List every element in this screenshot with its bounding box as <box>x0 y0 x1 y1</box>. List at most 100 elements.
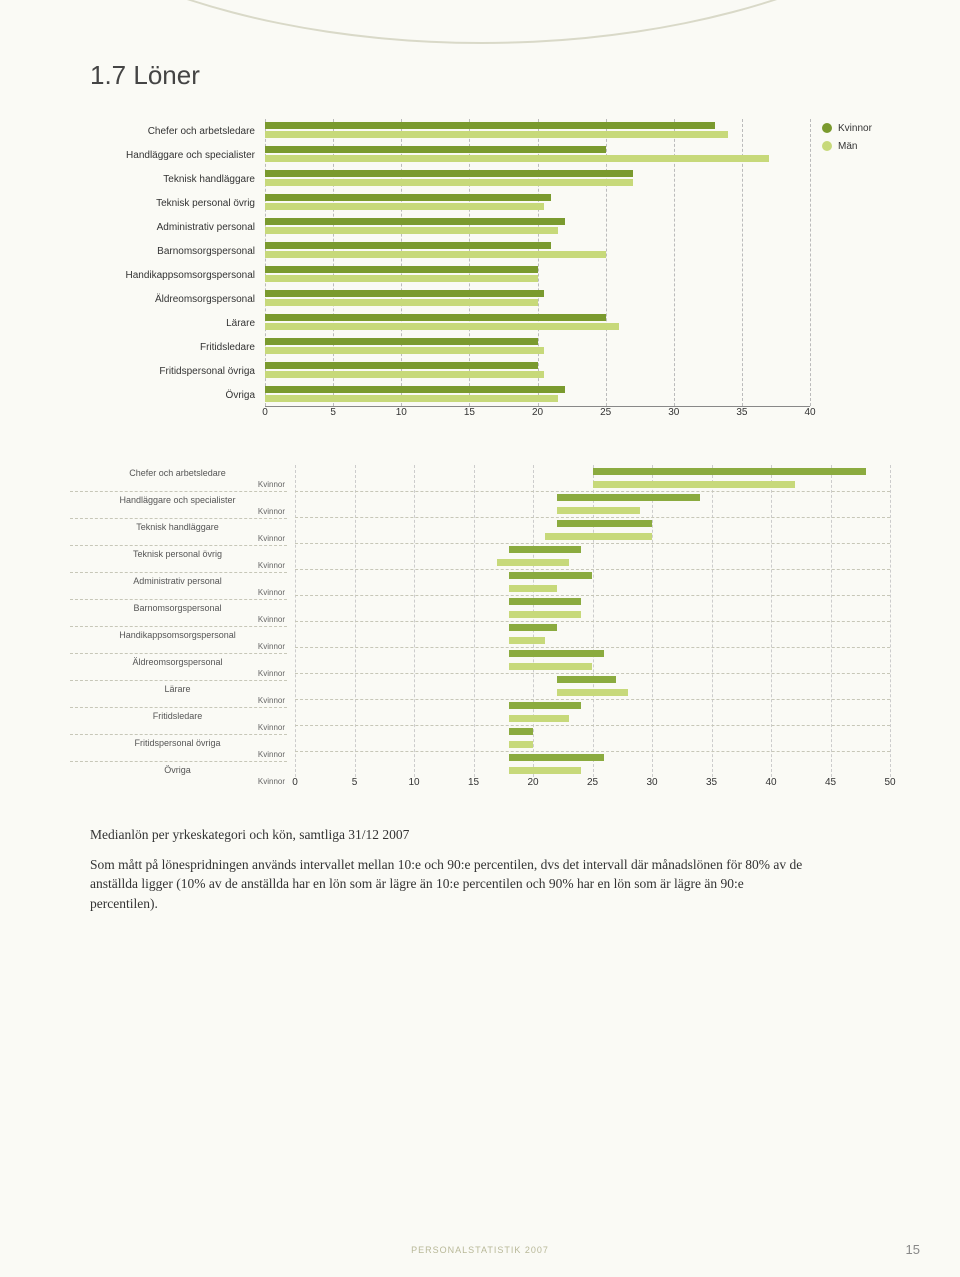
category-label: Barnomsorgspersonal <box>70 600 287 613</box>
category-label: Övriga <box>90 383 255 407</box>
sublabel-kvinnor: Kvinnor <box>70 478 287 491</box>
range-bar-man <box>593 468 867 475</box>
range-bar-man <box>509 754 604 761</box>
category-label: Fritidspersonal övriga <box>90 359 255 383</box>
body-text: Medianlön per yrkeskategori och kön, sam… <box>90 825 810 913</box>
range-bar-man <box>509 624 557 631</box>
x-tick: 35 <box>736 407 747 418</box>
category-label: Teknisk personal övrig <box>90 191 255 215</box>
category-label: Barnomsorgspersonal <box>90 239 255 263</box>
x-tick: 40 <box>804 407 815 418</box>
category-label: Teknisk personal övrig <box>70 546 287 559</box>
range-bar-kvinnor <box>509 611 580 618</box>
x-tick: 30 <box>646 777 657 788</box>
gridline <box>890 465 891 777</box>
category-label: Äldreomsorgspersonal <box>70 654 287 667</box>
page-number: 15 <box>906 1242 920 1257</box>
sublabel-kvinnor: Kvinnor <box>70 721 287 734</box>
x-tick: 5 <box>352 777 358 788</box>
x-tick: 20 <box>527 777 538 788</box>
x-tick: 15 <box>464 407 475 418</box>
category-label: Fritidspersonal övriga <box>70 735 287 748</box>
category-label: Teknisk handläggare <box>70 519 287 532</box>
range-bar-kvinnor <box>509 585 557 592</box>
category-label: Administrativ personal <box>90 215 255 239</box>
range-bar-kvinnor <box>557 689 628 696</box>
x-tick: 50 <box>884 777 895 788</box>
footer: PERSONALSTATISTIK 2007 <box>0 1245 960 1255</box>
bar-man <box>265 323 619 330</box>
range-bar-kvinnor <box>509 637 545 644</box>
category-label: Handikappsomsorgspersonal <box>90 263 255 287</box>
range-bar-man <box>509 572 592 579</box>
legend-dot-man <box>822 141 832 151</box>
range-bar-man <box>509 546 580 553</box>
category-label: Chefer och arbetsledare <box>70 465 287 478</box>
x-tick: 0 <box>292 777 298 788</box>
sublabel-kvinnor: Kvinnor <box>70 667 287 680</box>
range-bar-kvinnor <box>545 533 652 540</box>
category-label: Teknisk handläggare <box>90 167 255 191</box>
bar-man <box>265 347 544 354</box>
bar-kvinnor <box>265 194 551 201</box>
range-bar-man <box>557 676 617 683</box>
sublabel-kvinnor: Kvinnor <box>70 775 287 788</box>
bar-kvinnor <box>265 338 538 345</box>
bar-man <box>265 395 558 402</box>
bar-kvinnor <box>265 290 544 297</box>
range-bar-man <box>509 650 604 657</box>
x-tick: 10 <box>396 407 407 418</box>
median-salary-chart: Chefer och arbetsledareHandläggare och s… <box>90 119 890 425</box>
sublabel-kvinnor: Kvinnor <box>70 505 287 518</box>
sublabel-kvinnor: Kvinnor <box>70 532 287 545</box>
range-bar-kvinnor <box>509 767 580 774</box>
category-label: Lärare <box>90 311 255 335</box>
bar-man <box>265 179 633 186</box>
range-bar-kvinnor <box>509 715 569 722</box>
range-bar-kvinnor <box>509 663 592 670</box>
page-title: 1.7 Löner <box>90 60 890 91</box>
category-label: Administrativ personal <box>70 573 287 586</box>
range-bar-kvinnor <box>557 507 640 514</box>
range-bar-man <box>557 494 700 501</box>
bar-kvinnor <box>265 242 551 249</box>
chart-legend: Kvinnor Män <box>810 119 890 425</box>
sublabel-kvinnor: Kvinnor <box>70 694 287 707</box>
legend-label-kvinnor: Kvinnor <box>838 123 872 134</box>
bar-man <box>265 227 558 234</box>
category-label: Övriga <box>70 762 287 775</box>
salary-spread-chart: Chefer och arbetsledareKvinnorHandläggar… <box>70 465 890 795</box>
legend-label-man: Män <box>838 141 857 152</box>
sublabel-kvinnor: Kvinnor <box>70 613 287 626</box>
category-label: Lärare <box>70 681 287 694</box>
bar-kvinnor <box>265 146 606 153</box>
bar-kvinnor <box>265 122 715 129</box>
category-label: Fritidsledare <box>90 335 255 359</box>
bar-kvinnor <box>265 362 538 369</box>
caption: Medianlön per yrkeskategori och kön, sam… <box>90 825 810 845</box>
bar-man <box>265 251 606 258</box>
range-bar-kvinnor <box>593 481 795 488</box>
range-bar-kvinnor <box>497 559 568 566</box>
bar-kvinnor <box>265 266 538 273</box>
bar-man <box>265 299 538 306</box>
bar-man <box>265 155 769 162</box>
x-tick: 25 <box>600 407 611 418</box>
sublabel-kvinnor: Kvinnor <box>70 748 287 761</box>
sublabel-kvinnor: Kvinnor <box>70 640 287 653</box>
category-label: Äldreomsorgspersonal <box>90 287 255 311</box>
category-label: Handikappsomsorgspersonal <box>70 627 287 640</box>
x-tick: 5 <box>330 407 336 418</box>
legend-dot-kvinnor <box>822 123 832 133</box>
category-label: Chefer och arbetsledare <box>90 119 255 143</box>
range-bar-man <box>509 728 533 735</box>
x-tick: 15 <box>468 777 479 788</box>
sublabel-kvinnor: Kvinnor <box>70 586 287 599</box>
category-label: Handläggare och specialister <box>90 143 255 167</box>
sublabel-kvinnor: Kvinnor <box>70 559 287 572</box>
x-tick: 40 <box>765 777 776 788</box>
bar-kvinnor <box>265 386 565 393</box>
footer-text: PERSONALSTATISTIK 2007 <box>411 1245 549 1255</box>
x-tick: 20 <box>532 407 543 418</box>
bar-kvinnor <box>265 170 633 177</box>
